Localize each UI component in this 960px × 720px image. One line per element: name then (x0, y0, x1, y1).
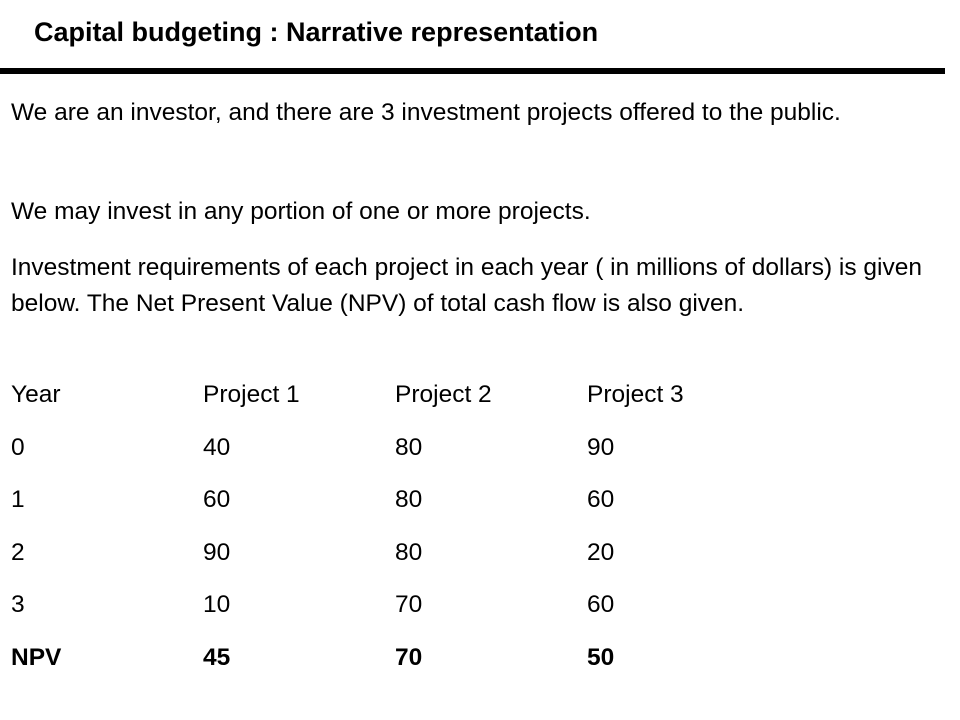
year-cell: 1 (11, 486, 25, 514)
title-divider (0, 68, 945, 74)
table-row: 0 40 80 90 (11, 430, 787, 483)
header-project-1: Project 1 (203, 381, 300, 408)
npv-row: NPV 45 70 50 (11, 640, 787, 693)
requirements-paragraph: Investment requirements of each project … (11, 254, 922, 317)
year-cell: 0 (11, 433, 25, 461)
project-3-cell: 90 (587, 433, 615, 461)
project-3-cell: 60 (587, 486, 615, 514)
npv-label: NPV (11, 643, 62, 671)
year-cell: 2 (11, 538, 25, 566)
header-project-3: Project 3 (587, 381, 684, 408)
npv-project-2: 70 (395, 643, 423, 671)
project-2-cell: 80 (395, 486, 423, 514)
intro-paragraph: We are an investor, and there are 3 inve… (11, 99, 841, 126)
slide-title: Capital budgeting : Narrative representa… (34, 17, 599, 47)
header-year: Year (11, 381, 61, 408)
project-2-cell: 70 (395, 591, 423, 619)
project-1-cell: 40 (203, 433, 231, 461)
project-1-cell: 60 (203, 486, 231, 514)
investment-table: Year Project 1 Project 2 Project 3 0 40 … (11, 377, 787, 693)
project-2-cell: 80 (395, 433, 423, 461)
table-header-row: Year Project 1 Project 2 Project 3 (11, 377, 787, 430)
table-row: 1 60 80 60 (11, 482, 787, 535)
project-3-cell: 60 (587, 591, 615, 619)
project-1-cell: 90 (203, 538, 231, 566)
npv-project-3: 50 (587, 643, 615, 671)
year-cell: 3 (11, 591, 25, 619)
header-project-2: Project 2 (395, 381, 492, 408)
table-row: 2 90 80 20 (11, 535, 787, 588)
project-1-cell: 10 (203, 591, 231, 619)
investment-paragraph: We may invest in any portion of one or m… (11, 198, 591, 225)
table-row: 3 10 70 60 (11, 587, 787, 640)
project-3-cell: 20 (587, 538, 615, 566)
project-2-cell: 80 (395, 538, 423, 566)
npv-project-1: 45 (203, 643, 231, 671)
